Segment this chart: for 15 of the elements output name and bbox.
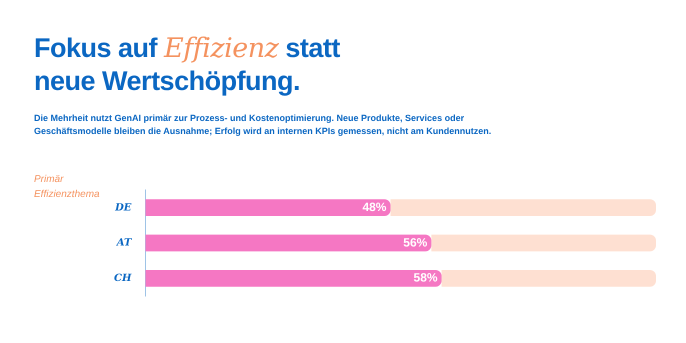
bar bbox=[145, 270, 442, 287]
bar bbox=[442, 270, 656, 287]
data-label: 56% bbox=[403, 235, 428, 250]
y-tick-label: AT bbox=[116, 238, 133, 249]
chart-subtitle: Die Mehrheit nutzt GenAI primär zur Prozess- und Kostenoptimierung. Neue Produkte, Services oder Geschäftsmodelle bleiben die Ausnahme; Erfolg wird an internen KPIs gemessen, nicht am Kundennutzen. bbox=[34, 112, 492, 138]
bar bbox=[431, 234, 656, 252]
text: Primär Effizienzthema bbox=[34, 173, 101, 202]
y-tick-label: CH bbox=[114, 272, 132, 284]
data-label: 58% bbox=[414, 270, 438, 285]
bar bbox=[145, 199, 390, 216]
chart-title: Fokus auf Effizienz statt neue Wertschöpfung. bbox=[34, 33, 340, 96]
bar bbox=[145, 234, 432, 252]
bar bbox=[390, 199, 656, 216]
y-tick-label: DE bbox=[114, 202, 132, 214]
data-label: 48% bbox=[362, 200, 387, 214]
